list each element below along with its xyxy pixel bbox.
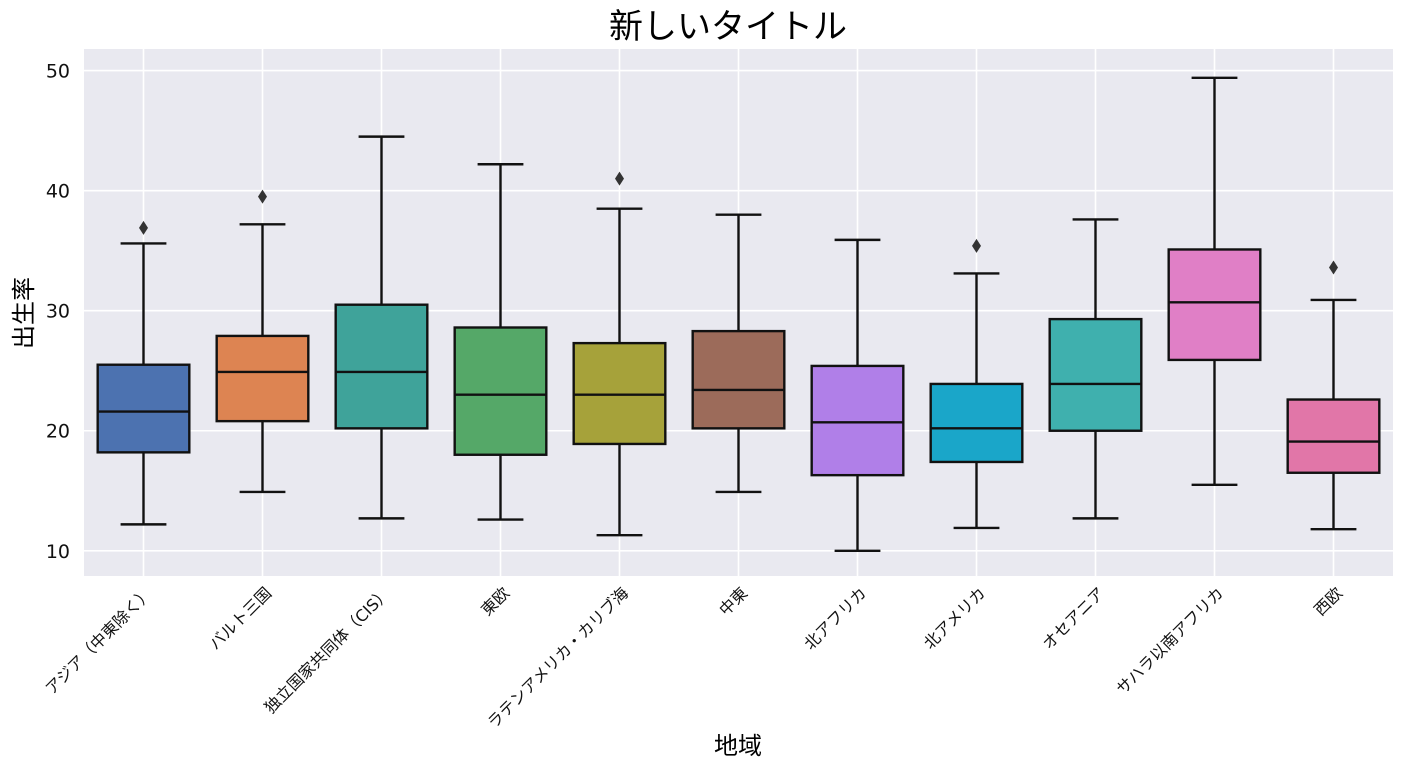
box-iqr — [453, 326, 548, 456]
y-tick-label: 40 — [46, 181, 70, 203]
box-group — [1048, 218, 1143, 520]
outlier-marker — [1329, 260, 1338, 275]
chart-title: 新しいタイトル — [609, 7, 847, 47]
box-iqr — [334, 303, 429, 430]
x-tick-label: アジア（中東除く） — [42, 583, 157, 698]
outlier-marker — [139, 220, 148, 235]
x-tick-label: ラテンアメリカ・カリブ海 — [484, 583, 633, 732]
x-tick-label: 北アフリカ — [800, 583, 870, 653]
outlier-marker — [972, 238, 981, 253]
outlier-marker — [258, 189, 267, 204]
y-axis-label: 出生率 — [10, 277, 38, 349]
outlier-marker — [615, 171, 624, 186]
x-axis-label: 地域 — [714, 732, 762, 760]
box-iqr — [1167, 248, 1262, 362]
x-tick-label: 東欧 — [477, 583, 513, 619]
box-group — [453, 163, 548, 521]
box-group — [334, 135, 429, 520]
box-iqr — [810, 364, 905, 477]
box-group — [929, 238, 1024, 530]
box-iqr — [929, 382, 1024, 464]
x-tick-label: 独立国家共同体（CIS） — [261, 583, 395, 717]
box-iqr — [1048, 317, 1143, 432]
x-tick-label: 北アメリカ — [920, 583, 989, 652]
box-group — [1286, 260, 1381, 531]
x-tick-label: 中東 — [715, 583, 751, 619]
x-tick-label: バルト三国 — [205, 583, 275, 653]
x-tick-label: 西欧 — [1310, 583, 1346, 619]
box-group — [96, 220, 191, 526]
box-iqr — [215, 334, 310, 423]
box-group — [215, 189, 310, 494]
box-group — [1167, 76, 1262, 486]
box-iqr — [1286, 398, 1381, 474]
y-tick-label: 20 — [46, 421, 70, 443]
y-tick-label: 10 — [46, 541, 70, 563]
box-group — [691, 213, 786, 494]
box-group — [572, 171, 667, 537]
box-iqr — [96, 363, 191, 454]
box-group — [810, 238, 905, 552]
box-iqr — [572, 341, 667, 446]
y-axis-ticks: 10 20 30 40 50 — [46, 61, 70, 563]
x-tick-label: オセアニア — [1039, 583, 1109, 653]
box-iqr — [691, 329, 786, 430]
y-tick-label: 30 — [46, 301, 70, 323]
x-tick-label: サハラ以南アフリカ — [1113, 583, 1228, 698]
y-tick-label: 50 — [46, 61, 70, 83]
boxes — [96, 76, 1381, 552]
